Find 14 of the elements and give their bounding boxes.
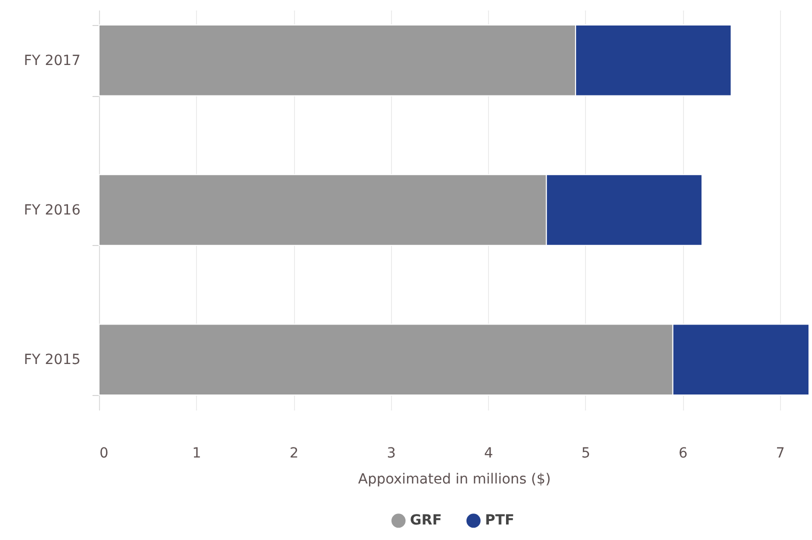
x-tick-label: 4 <box>484 446 494 462</box>
x-tick-label: 0 <box>100 446 108 462</box>
y-tick-label: FY 2015 <box>24 352 80 368</box>
x-tick-label: 3 <box>386 446 396 462</box>
x-tick-label: 7 <box>776 446 785 462</box>
legend-label: PTF <box>485 512 514 529</box>
x-tick-label: 2 <box>290 446 298 462</box>
y-tick-label: FY 2017 <box>24 52 80 69</box>
x-tick-label: 6 <box>678 446 688 462</box>
y-tick-label: FY 2016 <box>24 202 81 218</box>
x-tick-label: 5 <box>581 446 590 462</box>
legend-label: GRF <box>410 512 442 529</box>
x-tick-label: 1 <box>192 446 202 462</box>
x-axis-title: Appoximated in millions ($) <box>358 472 551 488</box>
